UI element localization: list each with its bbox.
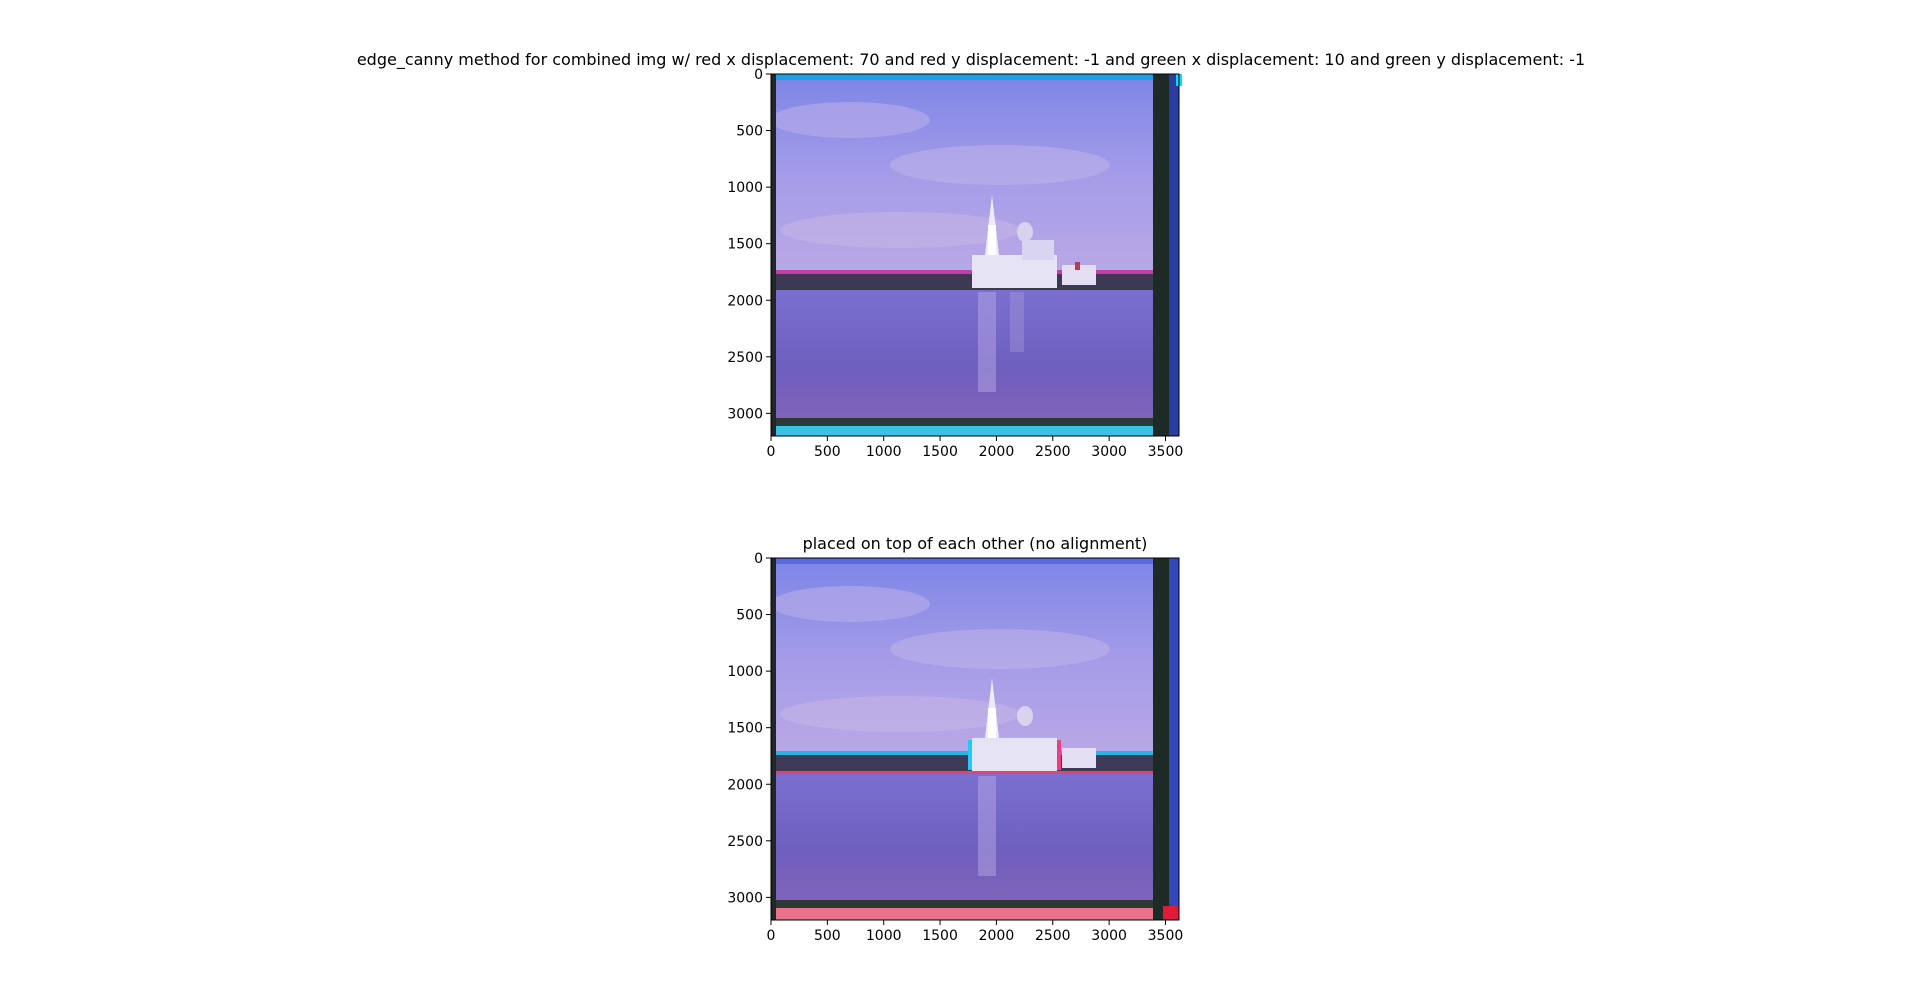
- y-tick-label: 1500: [727, 721, 763, 737]
- x-tick-label: 0: [767, 928, 776, 944]
- x-tick-label: 3000: [1091, 928, 1127, 944]
- x-tick-label: 1500: [922, 928, 958, 944]
- x-tick-label: 1500: [922, 444, 958, 460]
- y-tick-label: 500: [736, 124, 763, 140]
- y-tick-label: 2500: [727, 834, 763, 850]
- y-tick-label: 0: [754, 551, 763, 567]
- x-tick-label: 1000: [866, 444, 902, 460]
- x-tick-label: 500: [814, 444, 841, 460]
- y-tick-label: 2000: [727, 777, 763, 793]
- y-tick-label: 500: [736, 608, 763, 624]
- y-tick-label: 1000: [727, 664, 763, 680]
- y-tick-label: 1000: [727, 180, 763, 196]
- x-tick-label: 3000: [1091, 444, 1127, 460]
- x-tick-label: 2000: [979, 444, 1015, 460]
- x-tick-label: 500: [814, 928, 841, 944]
- panel-1-title: edge_canny method for combined img w/ re…: [356, 50, 1586, 69]
- panel-2-image: [770, 558, 1179, 920]
- x-tick-label: 2000: [979, 928, 1015, 944]
- y-tick-label: 3000: [727, 890, 763, 906]
- y-tick-label: 0: [754, 67, 763, 83]
- x-tick-label: 0: [767, 444, 776, 460]
- x-tick-label: 2500: [1035, 928, 1071, 944]
- y-tick-label: 2500: [727, 350, 763, 366]
- y-tick-label: 2000: [727, 293, 763, 309]
- y-tick-label: 1500: [727, 237, 763, 253]
- x-tick-label: 3500: [1148, 444, 1184, 460]
- x-tick-label: 1000: [866, 928, 902, 944]
- y-tick-label: 3000: [727, 406, 763, 422]
- x-tick-label: 2500: [1035, 444, 1071, 460]
- panel-1-image: [770, 74, 1182, 436]
- x-tick-label: 3500: [1148, 928, 1184, 944]
- panel-2-title: placed on top of each other (no alignmen…: [802, 534, 1148, 553]
